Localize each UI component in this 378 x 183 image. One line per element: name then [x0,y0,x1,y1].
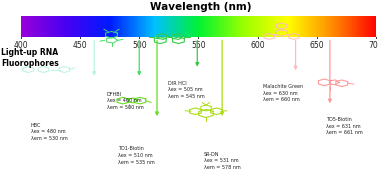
Text: Wavelength (nm): Wavelength (nm) [150,2,251,12]
Text: 400: 400 [14,41,28,50]
Text: 450: 450 [73,41,87,50]
Text: TO5-Biotin
λex = 631 nm
λem = 661 nm: TO5-Biotin λex = 631 nm λem = 661 nm [326,117,363,135]
Text: HBC
λex = 480 nm
λem = 530 nm: HBC λex = 480 nm λem = 530 nm [31,123,68,141]
Text: TO1-Biotin
λex = 510 nm
λem = 535 nm: TO1-Biotin λex = 510 nm λem = 535 nm [118,146,155,165]
Text: 500: 500 [132,41,147,50]
Text: 650: 650 [310,41,324,50]
Text: DFHBI
λex = 460 nm
λem = 500 nm: DFHBI λex = 460 nm λem = 500 nm [107,92,143,110]
Text: Malachite Green
λex = 630 nm
λem = 660 nm: Malachite Green λex = 630 nm λem = 660 n… [263,84,303,102]
Text: SR-DN
λex = 531 nm
λem = 578 nm: SR-DN λex = 531 nm λem = 578 nm [204,152,241,170]
Text: 700: 700 [369,41,378,50]
Text: 600: 600 [250,41,265,50]
Text: 550: 550 [191,41,206,50]
Text: Light-up RNA
Fluorophores: Light-up RNA Fluorophores [1,48,59,68]
Text: DIR HCl
λex = 505 nm
λem = 545 nm: DIR HCl λex = 505 nm λem = 545 nm [168,81,205,99]
